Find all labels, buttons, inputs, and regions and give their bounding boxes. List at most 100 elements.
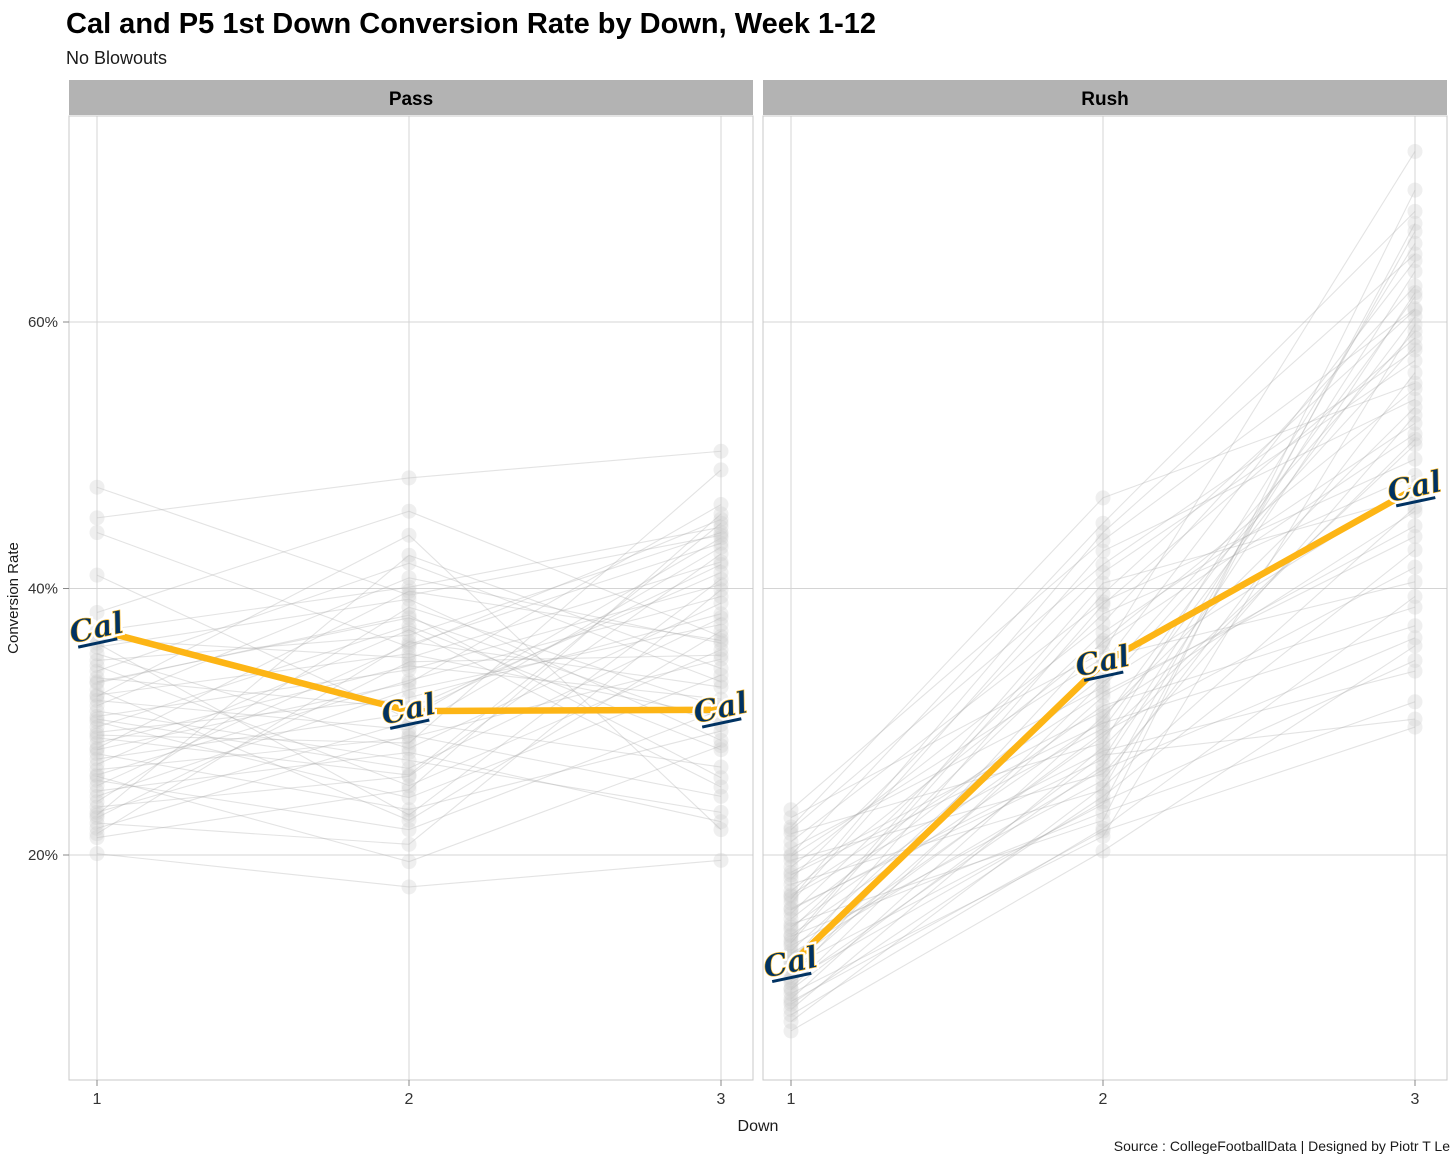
bg-line [790,474,1416,915]
bg-line [96,542,722,787]
bg-point [89,663,105,679]
bg-point [1407,437,1423,453]
bg-line [96,617,722,769]
bg-point [89,740,105,756]
bg-point [1095,490,1111,506]
bg-point [1407,278,1423,294]
bg-line [790,285,1416,868]
bg-point [89,751,105,767]
bg-point [713,511,729,527]
bg-point [89,604,105,620]
bg-point [1407,301,1423,317]
bg-point [783,876,799,892]
bg-line [96,721,722,813]
bg-point [1095,728,1111,744]
bg-point [401,740,417,756]
bg-point [713,577,729,593]
bg-point [1407,302,1423,318]
bg-point [89,674,105,690]
facet-strip-rush [763,80,1447,115]
bg-point [783,1007,799,1023]
bg-point [89,646,105,662]
bg-line [790,151,1416,819]
bg-point [783,891,799,907]
bg-line [96,649,722,787]
x-axis-title: Down [738,1118,779,1135]
bg-point [401,807,417,823]
bg-point [783,980,799,996]
bg-point [1095,596,1111,612]
panel-border [762,115,1448,1081]
bg-line [790,525,1416,973]
bg-point [1095,712,1111,728]
bg-point [783,996,799,1012]
bg-line [790,726,1416,1003]
bg-point [713,606,729,622]
bg-point [1095,788,1111,804]
bg-point [1095,586,1111,602]
bg-line [790,345,1416,849]
bg-line [790,189,1416,925]
bg-point [713,814,729,830]
bg-point [401,727,417,743]
bg-point [401,570,417,586]
bg-point [1095,739,1111,755]
bg-line [790,231,1416,885]
bg-point [401,690,417,706]
bg-point [783,935,799,951]
bg-point [1407,317,1423,333]
bg-point [89,719,105,735]
bg-point [89,708,105,724]
bg-point [713,527,729,543]
source-caption: Source : CollegeFootballData | Designed … [1113,1138,1450,1154]
bg-point [89,727,105,743]
bg-point [401,730,417,746]
bg-line [96,623,722,797]
bg-point [1407,518,1423,534]
bg-point [1407,431,1423,447]
cal-logo-underline [389,718,430,730]
bg-point [783,867,799,883]
bg-point [89,730,105,746]
bg-point [1095,684,1111,700]
bg-point [1407,694,1423,710]
cal-line-rush [787,485,1419,968]
bg-point [713,635,729,651]
bg-point [401,607,417,623]
bg-line [790,337,1416,962]
bg-point [401,782,417,798]
bg-point [713,571,729,587]
bg-line [96,598,722,741]
bg-point [89,820,105,836]
bg-line [96,709,722,831]
bg-point [1095,758,1111,774]
bg-point [401,662,417,678]
cal-line-pass [93,626,725,715]
bg-point [783,943,799,959]
bg-point [1095,766,1111,782]
bg-point [713,651,729,667]
bg-point [89,826,105,842]
facet-strip-pass [69,80,753,115]
bg-point [89,756,105,772]
background-series-rush [783,143,1423,1039]
bg-point [89,794,105,810]
bg-point [1407,599,1423,615]
bg-point [1095,782,1111,798]
bg-point [401,802,417,818]
bg-point [1407,407,1423,423]
bg-point [401,658,417,674]
bg-point [1407,503,1423,519]
bg-line [96,554,722,816]
bg-line [790,316,1416,897]
bg-point [713,742,729,758]
bg-point [713,588,729,604]
bg-line [96,562,722,683]
bg-line [96,513,722,839]
bg-point [401,879,417,895]
bg-line [96,595,722,776]
